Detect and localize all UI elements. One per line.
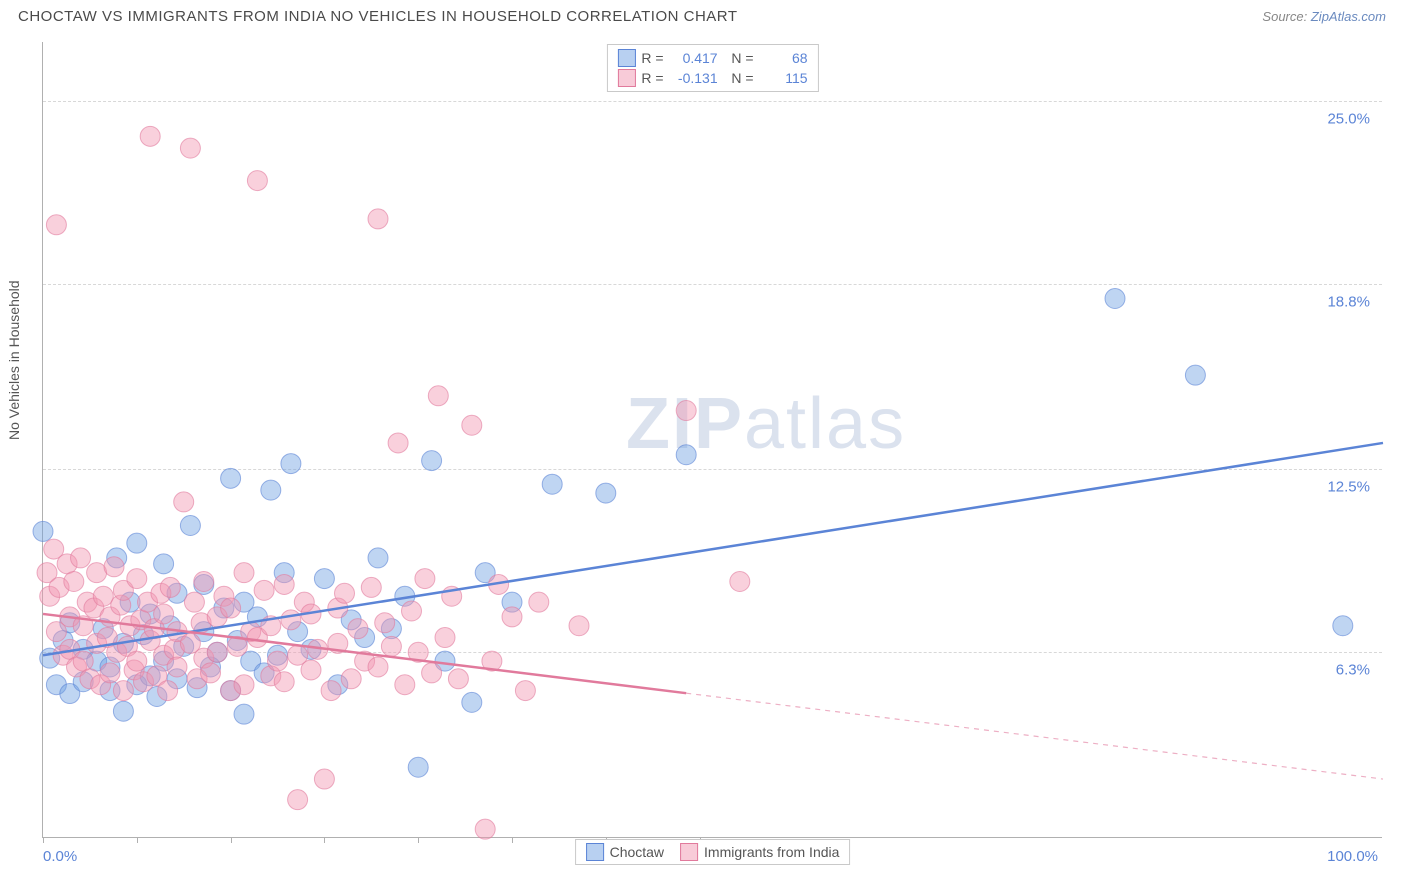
- data-point: [71, 548, 91, 568]
- data-point: [1105, 288, 1125, 308]
- data-point: [154, 554, 174, 574]
- data-point: [341, 669, 361, 689]
- trend-line-extrapolated: [686, 693, 1383, 779]
- swatch-blue-icon: [586, 843, 604, 861]
- data-point: [247, 171, 267, 191]
- data-point: [288, 790, 308, 810]
- data-point: [422, 451, 442, 471]
- data-point: [234, 704, 254, 724]
- chart-title: CHOCTAW VS IMMIGRANTS FROM INDIA NO VEHI…: [18, 8, 738, 25]
- data-point: [368, 548, 388, 568]
- data-point: [388, 433, 408, 453]
- stats-legend: R =0.417 N =68 R =-0.131 N =115: [606, 44, 818, 92]
- data-point: [274, 574, 294, 594]
- data-point: [428, 386, 448, 406]
- source-link[interactable]: ZipAtlas.com: [1311, 9, 1386, 24]
- data-point: [93, 586, 113, 606]
- y-axis-label: No Vehicles in Household: [6, 280, 22, 440]
- data-point: [462, 415, 482, 435]
- data-point: [348, 619, 368, 639]
- data-point: [160, 577, 180, 597]
- data-point: [127, 651, 147, 671]
- legend-item-choctaw: Choctaw: [586, 843, 664, 861]
- data-point: [730, 572, 750, 592]
- data-point: [254, 580, 274, 600]
- data-point: [33, 521, 53, 541]
- stats-row-india: R =-0.131 N =115: [617, 68, 807, 88]
- data-point: [268, 651, 288, 671]
- data-point: [274, 672, 294, 692]
- data-point: [502, 607, 522, 627]
- data-point: [281, 610, 301, 630]
- swatch-blue-icon: [617, 49, 635, 67]
- data-point: [180, 515, 200, 535]
- swatch-pink-icon: [680, 843, 698, 861]
- data-point: [207, 642, 227, 662]
- data-point: [104, 557, 124, 577]
- data-point: [676, 445, 696, 465]
- data-point: [221, 468, 241, 488]
- data-point: [448, 669, 468, 689]
- data-point: [361, 577, 381, 597]
- data-point: [395, 675, 415, 695]
- data-point: [127, 533, 147, 553]
- data-point: [113, 681, 133, 701]
- data-point: [174, 492, 194, 512]
- data-point: [569, 616, 589, 636]
- data-point: [184, 592, 204, 612]
- data-point: [64, 572, 84, 592]
- data-point: [368, 657, 388, 677]
- data-point: [100, 663, 120, 683]
- data-point: [1333, 616, 1353, 636]
- data-point: [301, 660, 321, 680]
- data-point: [475, 819, 495, 839]
- data-point: [381, 636, 401, 656]
- data-point: [1185, 365, 1205, 385]
- trend-line: [43, 443, 1383, 655]
- data-point: [415, 569, 435, 589]
- data-point: [281, 454, 301, 474]
- data-point: [180, 138, 200, 158]
- legend-item-india: Immigrants from India: [680, 843, 839, 861]
- data-point: [435, 628, 455, 648]
- data-point: [368, 209, 388, 229]
- data-point: [194, 572, 214, 592]
- data-point: [46, 215, 66, 235]
- data-point: [221, 598, 241, 618]
- data-point: [314, 569, 334, 589]
- data-point: [422, 663, 442, 683]
- source-attribution: Source: ZipAtlas.com: [1262, 9, 1386, 24]
- data-point: [321, 681, 341, 701]
- scatter-plot: [43, 42, 1382, 837]
- series-legend: Choctaw Immigrants from India: [575, 839, 851, 865]
- stats-row-choctaw: R =0.417 N =68: [617, 48, 807, 68]
- chart-area: ZIPatlas 6.3%12.5%18.8%25.0% R =0.417 N …: [42, 42, 1382, 838]
- data-point: [529, 592, 549, 612]
- data-point: [676, 401, 696, 421]
- x-axis-max-label: 100.0%: [1327, 848, 1378, 865]
- data-point: [201, 663, 221, 683]
- data-point: [408, 757, 428, 777]
- data-point: [314, 769, 334, 789]
- data-point: [462, 692, 482, 712]
- data-point: [261, 480, 281, 500]
- x-axis-min-label: 0.0%: [43, 848, 77, 865]
- data-point: [73, 651, 93, 671]
- data-point: [596, 483, 616, 503]
- data-point: [140, 126, 160, 146]
- data-point: [375, 613, 395, 633]
- data-point: [158, 681, 178, 701]
- data-point: [542, 474, 562, 494]
- swatch-pink-icon: [617, 69, 635, 87]
- data-point: [402, 601, 422, 621]
- data-point: [335, 583, 355, 603]
- data-point: [515, 681, 535, 701]
- data-point: [127, 569, 147, 589]
- data-point: [234, 675, 254, 695]
- data-point: [154, 604, 174, 624]
- data-point: [113, 701, 133, 721]
- data-point: [167, 657, 187, 677]
- data-point: [234, 563, 254, 583]
